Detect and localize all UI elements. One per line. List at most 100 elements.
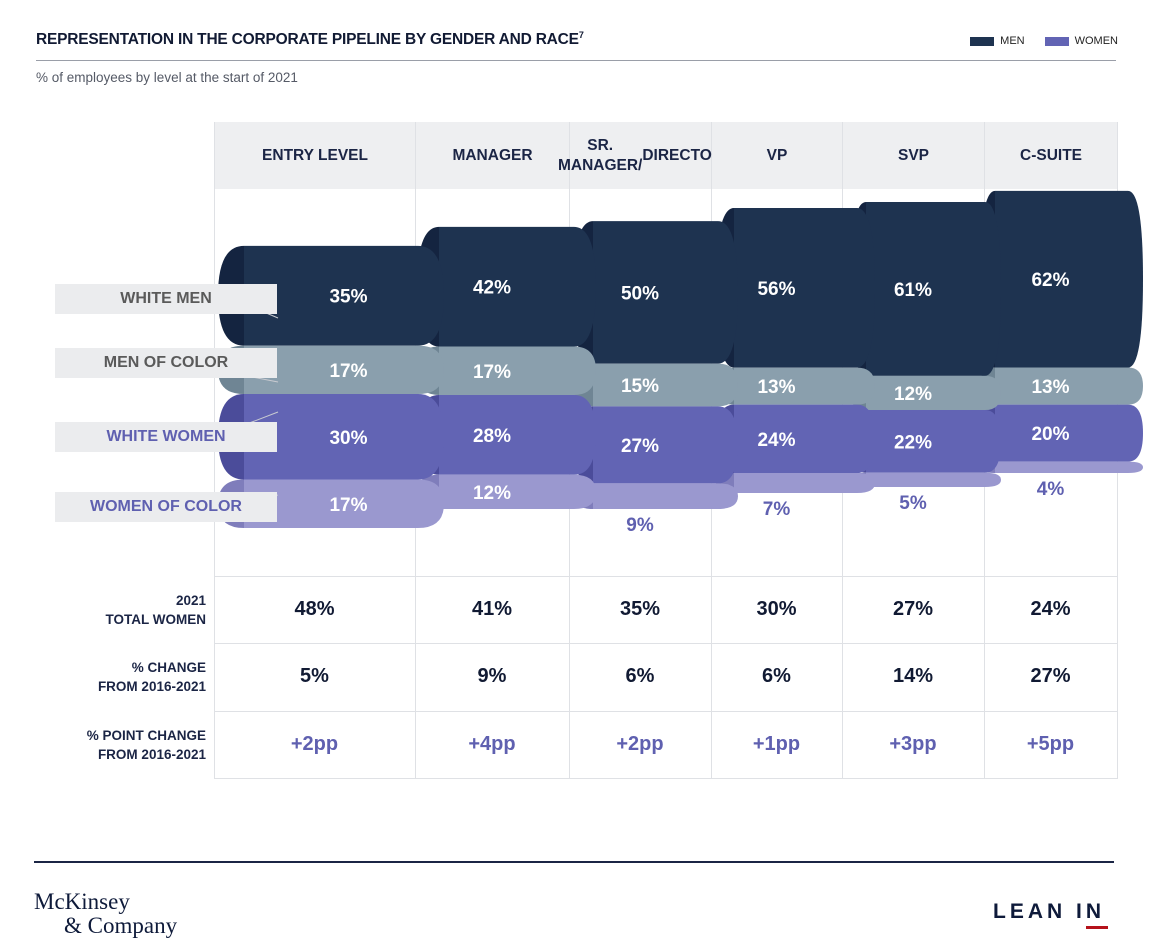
data-label: 50% <box>621 283 659 304</box>
data-label: 17% <box>329 361 367 382</box>
pipeline-band <box>734 404 875 474</box>
table-cell: +2pp <box>290 733 339 755</box>
legend-label-men: MEN <box>1000 35 1025 47</box>
footnote-marker: 7 <box>578 30 584 40</box>
data-label: 9% <box>626 515 654 536</box>
data-label: 24% <box>757 430 795 451</box>
data-label: 61% <box>894 280 932 301</box>
row-label-line2: TOTAL WOMEN <box>105 612 207 627</box>
row-label-line1: 2021 <box>175 593 206 608</box>
segment-label: WOMEN OF COLOR <box>55 492 277 522</box>
row-divider <box>214 576 1118 577</box>
row-label: % CHANGE FROM 2016-2021 <box>40 658 206 696</box>
header-line: DIRECTOR <box>642 146 724 164</box>
table-cell: 6% <box>762 665 791 687</box>
row-label-line1: % CHANGE <box>131 660 206 675</box>
data-label: 12% <box>894 384 932 405</box>
pipeline-band <box>866 472 1001 487</box>
table-cell: +1pp <box>752 733 801 755</box>
data-label: 42% <box>473 278 511 299</box>
data-label: 22% <box>894 432 932 453</box>
legend-label-women: WOMEN <box>1074 35 1118 47</box>
table-cell: 14% <box>892 665 934 687</box>
row-label-line1: % POINT CHANGE <box>86 728 206 743</box>
pipeline-band <box>995 461 1143 473</box>
segment-label: WHITE WOMEN <box>55 422 277 452</box>
pipeline-band <box>439 346 596 395</box>
data-label: 13% <box>757 377 795 398</box>
data-label: 7% <box>763 499 791 520</box>
leanin-logo-underline <box>1086 926 1108 929</box>
mckinsey-logo-line1: McKinsey <box>34 889 130 914</box>
data-label: 5% <box>899 493 927 514</box>
pipeline-band <box>995 367 1143 405</box>
table-cell: 30% <box>756 598 797 620</box>
pipeline-band <box>244 479 444 528</box>
column-header: SR. MANAGER/DIRECTOR <box>558 122 723 189</box>
chart-subtitle: % of employees by level at the start of … <box>36 70 298 85</box>
segment-label: WHITE MEN <box>55 284 277 314</box>
legend-item-women: WOMEN <box>1044 35 1118 47</box>
pipeline-band <box>244 394 444 480</box>
legend-swatch-men <box>970 36 995 46</box>
table-cell: 9% <box>477 665 507 687</box>
table-cell: 27% <box>892 598 934 620</box>
legend-item-men: MEN <box>970 35 1025 47</box>
data-label: 17% <box>473 362 511 383</box>
pipeline-band <box>866 410 1001 473</box>
column-header: MANAGER <box>416 122 569 189</box>
legend-swatch-women <box>1044 36 1069 46</box>
data-label: 20% <box>1031 424 1069 445</box>
pipeline-band <box>866 202 1001 376</box>
data-label: 13% <box>1031 377 1069 398</box>
data-label: 12% <box>473 483 511 504</box>
title-divider <box>36 60 1116 61</box>
pipeline-band <box>995 404 1143 462</box>
data-label: 30% <box>329 428 367 449</box>
data-label: 62% <box>1031 270 1069 291</box>
table-cell: 48% <box>294 598 335 620</box>
pipeline-band <box>593 363 738 407</box>
row-divider <box>214 778 1118 779</box>
column-header: ENTRY LEVEL <box>215 122 415 189</box>
table-cell: 41% <box>471 598 513 620</box>
pipeline-band <box>593 483 738 509</box>
table-cell: 5% <box>300 665 329 687</box>
table-cell: +3pp <box>889 733 937 755</box>
legend: MEN WOMEN <box>970 35 1118 47</box>
pipeline-band <box>734 208 875 368</box>
table-cell: 35% <box>619 598 661 620</box>
data-label: 28% <box>473 426 511 447</box>
table-cell: 27% <box>1030 665 1071 687</box>
data-label: 15% <box>621 376 659 397</box>
leanin-logo-text: LEAN IN <box>993 900 1105 923</box>
row-label: 2021 TOTAL WOMEN <box>40 591 207 629</box>
column-header: SVP <box>843 122 984 189</box>
column-header: VP <box>712 122 842 189</box>
mckinsey-logo: McKinsey & Company <box>34 890 177 938</box>
data-label: 27% <box>621 436 659 457</box>
segment-label: MEN OF COLOR <box>55 348 277 378</box>
pipeline-band <box>244 345 444 395</box>
row-label: % POINT CHANGE FROM 2016-2021 <box>40 726 206 764</box>
pipeline-band <box>244 245 444 346</box>
column-header: C-SUITE <box>985 122 1117 189</box>
table-cell: 6% <box>625 665 655 687</box>
data-label: 4% <box>1037 479 1065 500</box>
data-label: 35% <box>329 287 367 308</box>
data-label: 56% <box>757 279 795 300</box>
table-cell: +4pp <box>468 733 516 755</box>
pipeline-band <box>593 406 738 484</box>
pipeline-band <box>866 375 1001 411</box>
pipeline-band <box>439 474 596 509</box>
leanin-logo: LEAN IN <box>993 900 1108 929</box>
footer-divider <box>34 861 1114 863</box>
pipeline-band <box>995 190 1143 368</box>
header-line: SR. MANAGER/ <box>557 136 643 174</box>
pipeline-band <box>439 395 596 475</box>
chart-title-text: REPRESENTATION IN THE CORPORATE PIPELINE… <box>36 31 579 49</box>
table-cell: 24% <box>1030 598 1071 620</box>
pipeline-band <box>734 473 875 493</box>
data-label: 17% <box>329 495 367 516</box>
